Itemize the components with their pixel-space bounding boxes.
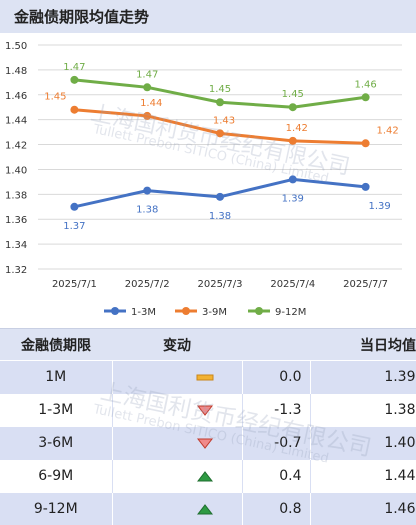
cell-change: 0.8 (242, 493, 310, 525)
y-tick-label: 1.34 (5, 240, 27, 251)
trend-up-icon (196, 470, 214, 482)
x-tick-label: 2025/7/7 (343, 279, 388, 290)
y-tick-label: 1.32 (5, 265, 27, 276)
cell-avg: 1.39 (310, 361, 416, 394)
trend-down-shape (198, 406, 212, 415)
legend-marker-1-3M (111, 307, 119, 315)
x-tick-label: 2025/7/2 (125, 279, 170, 290)
data-label-3-9M: 1.44 (140, 98, 162, 109)
data-label-3-9M: 1.45 (44, 92, 66, 103)
data-label-1-3M: 1.39 (282, 193, 304, 204)
y-tick-label: 1.44 (5, 116, 27, 127)
header-avg: 当日均值 (310, 329, 416, 361)
cell-trend (112, 361, 242, 394)
data-point-1-3M (289, 175, 297, 183)
cell-tenor: 9-12M (0, 493, 112, 525)
y-tick-label: 1.46 (5, 91, 27, 102)
trend-flat-icon (196, 371, 214, 383)
cell-avg: 1.44 (310, 460, 416, 493)
cell-change: -1.3 (242, 394, 310, 427)
cell-tenor: 6-9M (0, 460, 112, 493)
data-label-1-3M: 1.39 (368, 201, 390, 212)
chart-svg: 1.32 1.34 1.36 1.38 1.40 1.42 1.44 1.46 1.48 1.50… (0, 33, 416, 328)
data-point-1-3M (362, 183, 370, 191)
header-change: 变动 (112, 329, 242, 361)
data-point-1-3M (143, 187, 151, 195)
cell-trend (112, 493, 242, 525)
data-label-9-12M: 1.47 (136, 69, 158, 80)
cell-avg: 1.38 (310, 394, 416, 427)
cell-change: -0.7 (242, 427, 310, 460)
cell-tenor: 1M (0, 361, 112, 394)
table-header-row: 金融债期限 变动 当日均值 (0, 329, 416, 361)
trend-up-shape (198, 505, 212, 514)
legend-marker-3-9M (182, 307, 190, 315)
data-label-3-9M: 1.43 (213, 115, 235, 126)
y-tick-label: 1.40 (5, 165, 27, 176)
trend-down-shape (198, 439, 212, 448)
data-point-3-9M (289, 137, 297, 145)
data-label-1-3M: 1.38 (136, 205, 158, 216)
data-label-9-12M: 1.45 (209, 84, 231, 95)
y-tick-label: 1.48 (5, 66, 27, 77)
data-point-9-12M (70, 76, 78, 84)
cell-tenor: 1-3M (0, 394, 112, 427)
y-tick-label: 1.38 (5, 190, 27, 201)
legend-label-9-12M: 9-12M (275, 307, 306, 318)
cell-avg: 1.40 (310, 427, 416, 460)
line-chart: 1.32 1.34 1.36 1.38 1.40 1.42 1.44 1.46 1.48 1.50… (0, 33, 416, 328)
y-tick-label: 1.42 (5, 141, 27, 152)
data-label-3-9M: 1.42 (376, 125, 398, 136)
cell-trend (112, 427, 242, 460)
data-point-3-9M (70, 106, 78, 114)
cell-tenor: 3-6M (0, 427, 112, 460)
y-tick-label: 1.50 (5, 41, 27, 52)
x-tick-label: 2025/7/4 (270, 279, 315, 290)
header-change-spacer (242, 329, 310, 361)
chart-title: 金融债期限均值走势 (0, 0, 416, 33)
data-label-9-12M: 1.45 (282, 89, 304, 100)
data-point-9-12M (362, 93, 370, 101)
legend-label-1-3M: 1-3M (131, 307, 156, 318)
legend-label-3-9M: 3-9M (202, 307, 227, 318)
legend-marker-9-12M (255, 307, 263, 315)
data-point-1-3M (70, 203, 78, 211)
cell-trend (112, 394, 242, 427)
data-point-9-12M (143, 83, 151, 91)
data-point-3-9M (362, 139, 370, 147)
cell-change: 0.0 (242, 361, 310, 394)
data-label-3-9M: 1.42 (286, 123, 308, 134)
data-point-3-9M (216, 129, 224, 137)
trend-down-icon (196, 437, 214, 449)
trend-up-shape (198, 472, 212, 481)
header-tenor: 金融债期限 (0, 329, 112, 361)
x-tick-label: 2025/7/1 (52, 279, 97, 290)
data-label-9-12M: 1.46 (354, 79, 376, 90)
data-point-9-12M (216, 98, 224, 106)
data-label-9-12M: 1.47 (63, 62, 85, 73)
cell-change: 0.4 (242, 460, 310, 493)
gridlines: 1.32 1.34 1.36 1.38 1.40 1.42 1.44 1.46 1.48 1.50 (5, 41, 402, 276)
trend-flat-shape (197, 375, 213, 380)
cell-trend (112, 460, 242, 493)
trend-up-icon (196, 503, 214, 515)
data-label-1-3M: 1.37 (63, 221, 85, 232)
data-point-1-3M (216, 193, 224, 201)
x-tick-label: 2025/7/3 (198, 279, 243, 290)
y-tick-label: 1.36 (5, 215, 27, 226)
data-point-9-12M (289, 103, 297, 111)
cell-avg: 1.46 (310, 493, 416, 525)
trend-down-icon (196, 404, 214, 416)
data-label-1-3M: 1.38 (209, 211, 231, 222)
data-point-3-9M (143, 112, 151, 120)
